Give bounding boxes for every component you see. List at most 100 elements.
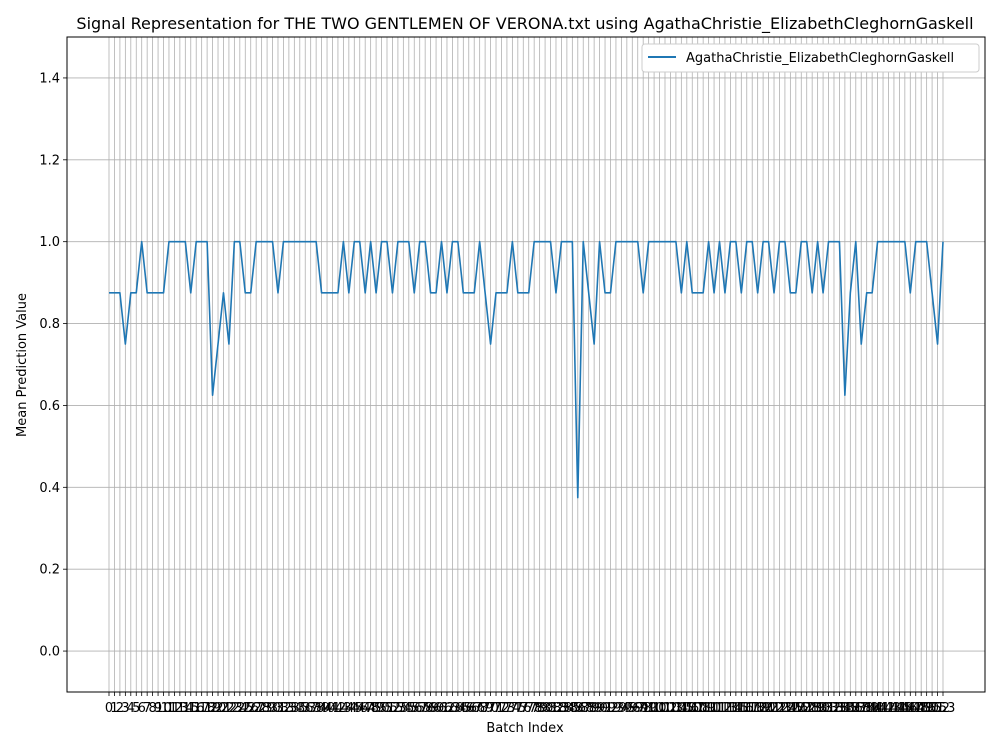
- x-tick-label: 24: [232, 701, 249, 716]
- x-tick-label: 93: [608, 701, 625, 716]
- x-tick-label: 15: [182, 701, 199, 716]
- x-tick-label: 96: [624, 701, 641, 716]
- x-tick-label: 38: [308, 701, 325, 716]
- x-tick-label: 1: [110, 701, 118, 716]
- x-tick-label: 62: [439, 701, 456, 716]
- x-tick-label: 17: [193, 701, 210, 716]
- x-tick-label: 137: [843, 701, 868, 716]
- x-tick-label: 136: [838, 701, 863, 716]
- x-tick-label: 102: [653, 701, 678, 716]
- x-tick-label: 55: [401, 701, 418, 716]
- x-tick-label: 4: [127, 701, 135, 716]
- x-tick-label: 7: [143, 701, 151, 716]
- x-tick-label: 50: [373, 701, 390, 716]
- y-tick-label: 0.8: [39, 317, 60, 332]
- x-tick-label: 153: [931, 701, 956, 716]
- y-axis-label: Mean Prediction Value: [15, 293, 30, 437]
- x-tick-label: 83: [553, 701, 570, 716]
- x-tick-label: 107: [680, 701, 705, 716]
- y-tick-label: 0.0: [39, 645, 60, 660]
- x-tick-label: 82: [548, 701, 565, 716]
- x-tick-label: 47: [357, 701, 374, 716]
- legend-label: AgathaChristie_ElizabethCleghornGaskell: [686, 51, 954, 66]
- x-tick-label: 106: [674, 701, 699, 716]
- y-tick-label: 1.2: [39, 153, 60, 168]
- plot-frame: [66, 36, 986, 693]
- x-tick-label: 36: [297, 701, 314, 716]
- x-tick-label: 149: [909, 701, 934, 716]
- x-tick-label: 146: [892, 701, 917, 716]
- x-tick-label: 85: [564, 701, 581, 716]
- x-tick-label: 31: [270, 701, 287, 716]
- x-axis: 0123456789101112131415161718192021222324…: [105, 692, 956, 716]
- y-tick-label: 0.4: [39, 481, 60, 496]
- x-tick-label: 56: [406, 701, 423, 716]
- x-tick-label: 20: [210, 701, 227, 716]
- x-tick-label: 42: [330, 701, 347, 716]
- x-tick-label: 116: [729, 701, 754, 716]
- x-tick-label: 9: [154, 701, 162, 716]
- x-tick-label: 143: [876, 701, 901, 716]
- x-tick-label: 115: [723, 701, 748, 716]
- x-tick-label: 118: [740, 701, 765, 716]
- x-tick-label: 18: [199, 701, 216, 716]
- x-tick-label: 14: [177, 701, 194, 716]
- x-tick-label: 40: [319, 701, 336, 716]
- x-tick-label: 98: [635, 701, 652, 716]
- x-tick-label: 71: [488, 701, 505, 716]
- x-tick-label: 13: [172, 701, 189, 716]
- x-tick-label: 61: [433, 701, 450, 716]
- x-tick-label: 104: [663, 701, 688, 716]
- x-tick-label: 91: [597, 701, 614, 716]
- x-tick-label: 134: [827, 701, 852, 716]
- x-tick-label: 105: [669, 701, 694, 716]
- x-tick-label: 54: [395, 701, 412, 716]
- x-tick-label: 74: [504, 701, 521, 716]
- x-tick-label: 64: [450, 701, 467, 716]
- x-tick-label: 125: [778, 701, 803, 716]
- x-tick-label: 53: [390, 701, 407, 716]
- x-tick-label: 148: [903, 701, 928, 716]
- plot-area: [67, 37, 985, 692]
- x-tick-label: 26: [242, 701, 259, 716]
- x-tick-label: 150: [914, 701, 939, 716]
- x-tick-label: 119: [745, 701, 770, 716]
- x-tick-label: 43: [335, 701, 352, 716]
- x-tick-label: 127: [789, 701, 814, 716]
- series-line: [109, 240, 944, 499]
- x-tick-label: 29: [259, 701, 276, 716]
- x-tick-label: 84: [559, 701, 576, 716]
- x-tick-label: 77: [520, 701, 537, 716]
- x-tick-label: 110: [696, 701, 721, 716]
- x-tick-label: 49: [368, 701, 385, 716]
- x-tick-label: 34: [286, 701, 303, 716]
- x-tick-label: 141: [865, 701, 890, 716]
- x-tick-label: 72: [493, 701, 510, 716]
- x-tick-label: 80: [537, 701, 554, 716]
- x-tick-label: 147: [898, 701, 923, 716]
- x-tick-label: 108: [685, 701, 710, 716]
- y-axis: 0.0 0.2 0.4 0.6 0.8 1.0 1.2 1.4: [39, 71, 67, 660]
- x-tick-label: 25: [237, 701, 254, 716]
- x-tick-label: 87: [575, 701, 592, 716]
- x-tick-label: 73: [499, 701, 516, 716]
- series-layer: [109, 240, 944, 499]
- x-tick-label: 6: [138, 701, 146, 716]
- x-tick-label: 124: [773, 701, 798, 716]
- x-tick-label: 44: [341, 701, 358, 716]
- x-tick-label: 89: [586, 701, 603, 716]
- x-tick-label: 5: [132, 701, 140, 716]
- x-tick-label: 68: [471, 701, 488, 716]
- x-tick-label: 8: [148, 701, 156, 716]
- x-tick-label: 66: [460, 701, 477, 716]
- x-tick-label: 95: [619, 701, 636, 716]
- x-tick-label: 19: [204, 701, 221, 716]
- x-tick-label: 79: [531, 701, 548, 716]
- x-tick-label: 123: [767, 701, 792, 716]
- x-tick-label: 57: [411, 701, 428, 716]
- x-tick-label: 52: [384, 701, 401, 716]
- x-tick-label: 22: [221, 701, 238, 716]
- x-tick-label: 48: [362, 701, 379, 716]
- x-tick-label: 126: [783, 701, 808, 716]
- x-tick-label: 142: [871, 701, 896, 716]
